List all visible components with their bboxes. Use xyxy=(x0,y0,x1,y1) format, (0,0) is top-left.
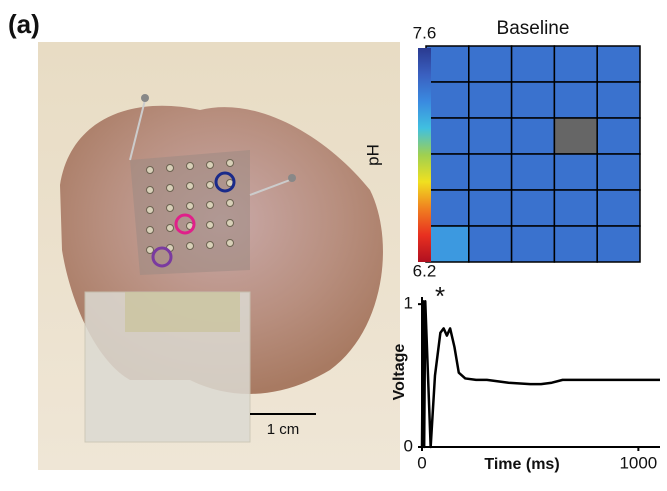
heatmap-cell xyxy=(596,117,641,155)
heatmap-cell xyxy=(468,225,513,263)
heatmap-cell xyxy=(510,225,556,263)
heatmap-cell xyxy=(596,225,641,263)
colorbar-label: pH xyxy=(363,144,382,166)
heatmap-cell xyxy=(510,189,556,227)
x-axis-label: Time (ms) xyxy=(484,456,559,473)
heatmap-cell xyxy=(553,153,598,191)
x-tick-label: 1000 xyxy=(619,453,657,472)
heatmap-cell xyxy=(510,153,556,191)
heatmap-cell xyxy=(596,81,641,119)
annotation: * xyxy=(435,281,445,311)
heatmap-cell xyxy=(510,117,556,155)
colorbar-tick-label: 7.6 xyxy=(413,23,437,42)
x-tick-label: 0 xyxy=(417,453,426,472)
heatmap-cell xyxy=(468,189,513,227)
heatmap-cell xyxy=(596,153,641,191)
heatmap-title: Baseline xyxy=(497,18,570,39)
heatmap-cell xyxy=(468,81,513,119)
heatmap-cell xyxy=(425,117,470,155)
y-axis-label: Voltage xyxy=(391,344,408,401)
heatmap-cell xyxy=(468,45,513,83)
heatmap-cell xyxy=(553,225,598,263)
heatmap-cell xyxy=(425,81,470,119)
heatmap-cell xyxy=(553,189,598,227)
scale-bar-label: 1 cm xyxy=(267,421,300,438)
heatmap-cell xyxy=(596,45,641,83)
voltage-trace xyxy=(420,300,660,449)
heatmap-cell xyxy=(596,189,641,227)
heatmap-cell xyxy=(553,81,598,119)
heatmap-cell xyxy=(553,45,598,83)
y-tick-label: 1 xyxy=(404,294,413,313)
y-tick-label: 0 xyxy=(404,436,413,455)
heatmap-cell xyxy=(468,117,513,155)
heatmap-cell xyxy=(425,189,470,227)
heatmap-cell xyxy=(425,45,470,83)
heatmap-cell xyxy=(510,45,556,83)
heatmap-cell xyxy=(425,153,470,191)
colorbar xyxy=(418,48,431,262)
photo: 1 cm xyxy=(38,42,400,470)
colorbar-tick-label: 6.2 xyxy=(413,261,437,280)
heatmap-cell xyxy=(553,117,598,155)
heatmap-cell xyxy=(510,81,556,119)
panel-label: (a) xyxy=(8,9,40,39)
heatmap-cell xyxy=(468,153,513,191)
heatmap-cell xyxy=(425,225,470,263)
